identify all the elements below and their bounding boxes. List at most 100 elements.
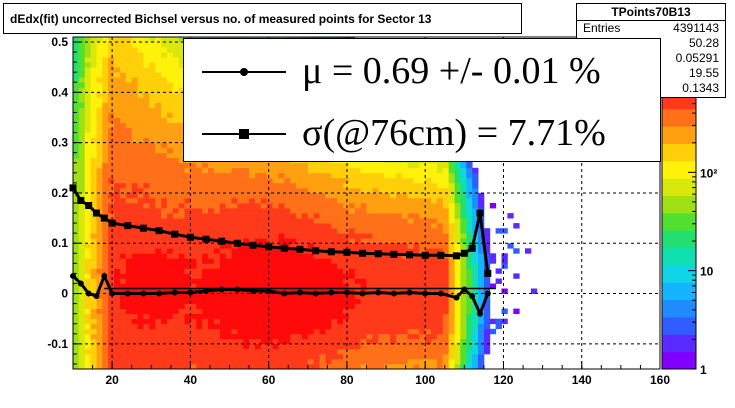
heatmap-cell bbox=[266, 198, 273, 204]
heatmap-cell bbox=[213, 343, 221, 350]
heatmap-cell bbox=[272, 333, 279, 340]
heatmap-cell bbox=[84, 278, 91, 284]
heatmap-cell bbox=[307, 288, 315, 294]
heatmap-cell bbox=[90, 57, 97, 63]
heatmap-cell bbox=[202, 364, 209, 370]
heatmap-cell bbox=[143, 162, 150, 169]
heatmap-cell bbox=[448, 318, 455, 325]
heatmap-cell bbox=[96, 308, 103, 314]
heatmap-cell bbox=[454, 278, 461, 284]
heatmap-cell bbox=[301, 243, 309, 249]
heatmap-cell bbox=[125, 62, 133, 68]
heatmap-cell bbox=[249, 172, 256, 179]
heatmap-cell bbox=[149, 288, 156, 294]
heatmap-cell bbox=[337, 343, 344, 350]
heatmap-cell bbox=[243, 273, 250, 279]
heatmap-cell bbox=[120, 127, 127, 133]
heatmap-cell bbox=[120, 288, 127, 294]
heatmap-cell bbox=[301, 182, 309, 189]
heatmap-cell bbox=[137, 268, 144, 274]
heatmap-cell bbox=[161, 253, 168, 259]
heatmap-cell bbox=[137, 47, 144, 53]
heatmap-cell bbox=[372, 192, 379, 199]
heatmap-cell bbox=[366, 308, 373, 314]
heatmap-cell bbox=[507, 213, 514, 219]
heatmap-cell bbox=[120, 228, 127, 234]
heatmap-cell bbox=[301, 333, 309, 340]
heatmap-cell bbox=[114, 213, 121, 219]
heatmap-cell bbox=[143, 318, 150, 325]
heatmap-cell bbox=[478, 203, 485, 209]
heatmap-cell bbox=[331, 293, 338, 299]
heatmap-cell bbox=[131, 298, 138, 304]
heatmap-cell bbox=[125, 52, 133, 58]
heatmap-cell bbox=[78, 152, 86, 159]
heatmap-cell bbox=[472, 338, 479, 345]
heatmap-cell bbox=[143, 218, 150, 224]
heatmap-cell bbox=[90, 218, 97, 224]
heatmap-cell bbox=[384, 198, 391, 204]
heatmap-cell bbox=[249, 203, 256, 209]
heatmap-cell bbox=[137, 288, 144, 294]
heatmap-cell bbox=[155, 248, 162, 254]
heatmap-cell bbox=[372, 218, 379, 224]
sigma-series-point bbox=[265, 243, 273, 251]
heatmap-cell bbox=[325, 162, 332, 169]
heatmap-cell bbox=[343, 278, 350, 284]
heatmap-cell bbox=[90, 132, 97, 138]
heatmap-cell bbox=[90, 228, 97, 234]
heatmap-cell bbox=[143, 243, 150, 249]
heatmap-cell bbox=[237, 253, 244, 259]
heatmap-cell bbox=[143, 303, 150, 309]
heatmap-cell bbox=[125, 162, 133, 169]
heatmap-cell bbox=[290, 348, 297, 355]
heatmap-cell bbox=[448, 233, 455, 239]
heatmap-cell bbox=[337, 187, 344, 194]
heatmap-cell bbox=[478, 243, 485, 249]
heatmap-cell bbox=[431, 343, 438, 350]
heatmap-cell bbox=[243, 353, 250, 360]
heatmap-cell bbox=[448, 223, 455, 229]
heatmap-cell bbox=[460, 278, 467, 284]
heatmap-cell bbox=[208, 187, 215, 194]
heatmap-cell bbox=[143, 112, 150, 118]
heatmap-cell bbox=[419, 162, 426, 169]
heatmap-cell bbox=[120, 162, 127, 169]
heatmap-cell bbox=[331, 228, 338, 234]
heatmap-cell bbox=[384, 218, 391, 224]
heatmap-cell bbox=[431, 228, 438, 234]
heatmap-cell bbox=[131, 343, 138, 350]
heatmap-cell bbox=[131, 364, 138, 370]
heatmap-cell bbox=[196, 162, 203, 169]
heatmap-cell bbox=[325, 213, 332, 219]
heatmap-cell bbox=[460, 323, 467, 330]
sigma-series-point bbox=[77, 196, 85, 204]
heatmap-cell bbox=[131, 77, 138, 83]
heatmap-cell bbox=[407, 268, 414, 274]
heatmap-cell bbox=[284, 323, 291, 330]
heatmap-cell bbox=[184, 338, 191, 345]
heatmap-cell bbox=[125, 238, 133, 244]
heatmap-cell bbox=[296, 253, 303, 259]
heatmap-cell bbox=[307, 268, 315, 274]
heatmap-cell bbox=[172, 253, 180, 259]
heatmap-cell bbox=[425, 318, 432, 325]
heatmap-cell bbox=[161, 82, 168, 88]
heatmap-cell bbox=[184, 308, 191, 314]
heatmap-cell bbox=[120, 348, 127, 355]
heatmap-cell bbox=[325, 358, 332, 365]
heatmap-cell bbox=[384, 288, 391, 294]
heatmap-cell bbox=[196, 273, 203, 279]
heatmap-cell bbox=[225, 348, 232, 355]
heatmap-cell bbox=[307, 323, 315, 330]
heatmap-cell bbox=[290, 338, 297, 345]
heatmap-cell bbox=[84, 313, 91, 320]
heatmap-cell bbox=[307, 243, 315, 249]
heatmap-cell bbox=[325, 268, 332, 274]
heatmap-cell bbox=[172, 364, 180, 370]
heatmap-cell bbox=[172, 187, 180, 194]
heatmap-cell bbox=[131, 228, 138, 234]
heatmap-cell bbox=[149, 268, 156, 274]
heatmap-cell bbox=[213, 177, 221, 184]
heatmap-cell bbox=[266, 328, 273, 335]
